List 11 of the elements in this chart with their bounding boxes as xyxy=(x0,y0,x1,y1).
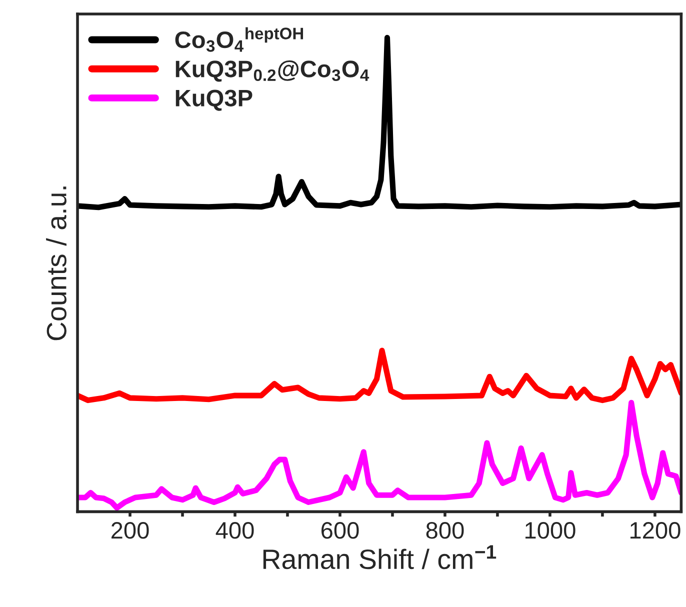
x-tick-label: 400 xyxy=(216,522,254,539)
legend-label: KuQ3P xyxy=(176,90,252,111)
x-tick-label: 1000 xyxy=(526,522,576,539)
x-tick-label: 200 xyxy=(112,522,149,539)
y-axis-title: Counts / a.u. xyxy=(46,186,66,340)
x-axis-title: Raman Shift / cm$^{−1}$ xyxy=(263,545,496,570)
legend-label: Co$_{3}$O$_{4}$$^{heptOH}$ xyxy=(175,27,304,52)
legend-label: KuQ3P$_{0.2}$@Co$_{3}$O$_{4}$ xyxy=(176,60,370,82)
x-tick-label: 800 xyxy=(426,522,464,539)
x-tick-label: 600 xyxy=(321,522,359,539)
x-tick-label: 1200 xyxy=(630,522,680,539)
